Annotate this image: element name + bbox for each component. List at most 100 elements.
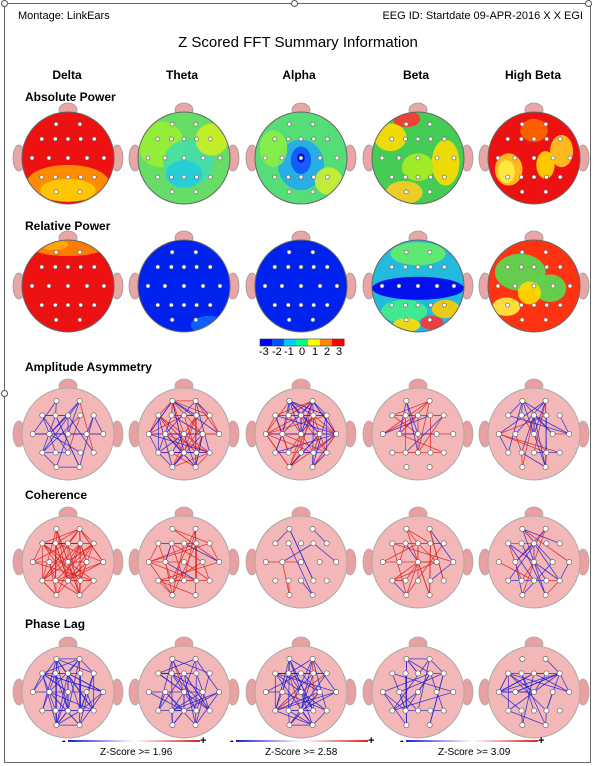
electrode-dot	[427, 540, 434, 547]
negative-connection	[275, 433, 337, 454]
negative-connection	[32, 673, 43, 693]
electrode-dot	[29, 283, 35, 289]
electrode-dot	[286, 655, 293, 662]
positive-connection	[172, 452, 210, 468]
phase-lag-delta-network	[12, 636, 124, 739]
negative-connection	[288, 543, 313, 596]
electrode-dot	[193, 249, 199, 255]
electrode-dot	[324, 174, 330, 180]
relative-power-beta-map-region	[390, 242, 446, 266]
resize-handle-top-center[interactable]	[291, 0, 298, 7]
electrode-dot	[403, 189, 409, 195]
negative-connection	[429, 528, 454, 563]
electrode-dot	[286, 249, 292, 255]
negative-connection	[405, 543, 419, 563]
electrode-dot	[65, 707, 71, 714]
legend-2-gradient-bar	[236, 740, 368, 742]
montage-label: Montage: LinkEars	[18, 10, 110, 22]
electrode-dot	[39, 449, 46, 456]
relative-power-beta-map-outline	[371, 239, 465, 333]
column-header-beta: Beta	[402, 68, 429, 82]
electrode-dot	[396, 431, 403, 437]
negative-connection	[49, 433, 81, 453]
positive-connection	[55, 580, 80, 596]
electrode-dot	[193, 189, 199, 195]
electrode-dot	[145, 431, 152, 437]
positive-connection	[265, 415, 276, 435]
electrode-dot	[505, 577, 512, 584]
resize-handle-top-right[interactable]	[585, 0, 592, 7]
electrode-dot	[145, 689, 152, 695]
resize-handle-left-middle[interactable]	[1, 390, 8, 397]
negative-connection	[183, 691, 220, 711]
electrode-dot	[53, 249, 59, 255]
electrode-dot	[316, 559, 323, 565]
resize-handle-top-left[interactable]	[1, 0, 8, 7]
electrode-dot	[65, 302, 71, 308]
electrode-dot	[505, 174, 511, 180]
electrode-dot	[65, 577, 71, 584]
electrode-dot	[77, 121, 83, 127]
electrode-dot	[505, 540, 512, 547]
electrode-dot	[557, 174, 563, 180]
negative-connection	[274, 433, 283, 453]
electrode-dot	[310, 540, 317, 547]
legend-2-plus: +	[368, 735, 375, 747]
electrode-dot	[46, 283, 52, 289]
electrode-dot	[427, 249, 433, 255]
electrode-dot	[403, 136, 408, 142]
negative-connection	[289, 400, 302, 435]
negative-connection	[533, 673, 570, 693]
electrode-dot	[402, 449, 409, 456]
electrode-dot	[162, 689, 169, 695]
electrode-dot	[519, 525, 526, 532]
negative-connection	[515, 400, 546, 435]
electrode-dot	[426, 464, 433, 471]
electrode-dot	[272, 174, 278, 180]
electrode-dot	[415, 174, 421, 180]
positive-connection	[55, 561, 104, 582]
negative-connection	[288, 658, 313, 711]
electrode-dot	[512, 689, 519, 695]
electrode-dot	[556, 707, 563, 714]
electrode-dot	[543, 670, 550, 677]
electrode-dot	[285, 707, 292, 714]
absolute-power-theta-map	[128, 102, 240, 205]
positive-connection	[172, 528, 210, 544]
colorbar-swatch	[332, 339, 345, 346]
electrode-dot	[192, 525, 199, 532]
relative-power-alpha-map-outline	[254, 239, 348, 333]
electrode-dot	[194, 136, 199, 142]
negative-connection	[289, 400, 302, 416]
electrode-dot	[272, 412, 279, 419]
positive-connection	[67, 561, 87, 581]
electrode-dot	[285, 670, 292, 677]
coherence-delta-network	[12, 506, 124, 609]
negative-connection	[406, 658, 419, 674]
electrode-dot	[389, 707, 396, 714]
colorbar-swatch	[308, 339, 321, 346]
negative-connection	[158, 452, 173, 468]
electrode-dot	[286, 464, 293, 471]
electrode-dot	[194, 264, 199, 270]
electrode-dot	[91, 136, 97, 142]
electrode-dot	[90, 540, 97, 547]
electrode-dot	[65, 670, 71, 677]
electrode-dot	[65, 540, 71, 547]
electrode-dot	[426, 655, 433, 662]
electrode-dot	[286, 136, 291, 142]
positive-connection	[67, 543, 94, 581]
positive-connection	[67, 543, 81, 563]
negative-connection	[289, 658, 314, 674]
electrode-dot	[550, 283, 556, 289]
electrode-dot	[298, 283, 304, 289]
positive-connection	[312, 433, 337, 468]
electrode-dot	[427, 121, 433, 127]
electrode-dot	[77, 707, 84, 714]
negative-connection	[288, 710, 313, 726]
positive-connection	[148, 561, 197, 582]
electrode-dot	[324, 302, 330, 308]
positive-connection	[171, 452, 196, 468]
electrode-dot	[310, 317, 316, 323]
row-label-absolute-power: Absolute Power	[25, 90, 116, 104]
